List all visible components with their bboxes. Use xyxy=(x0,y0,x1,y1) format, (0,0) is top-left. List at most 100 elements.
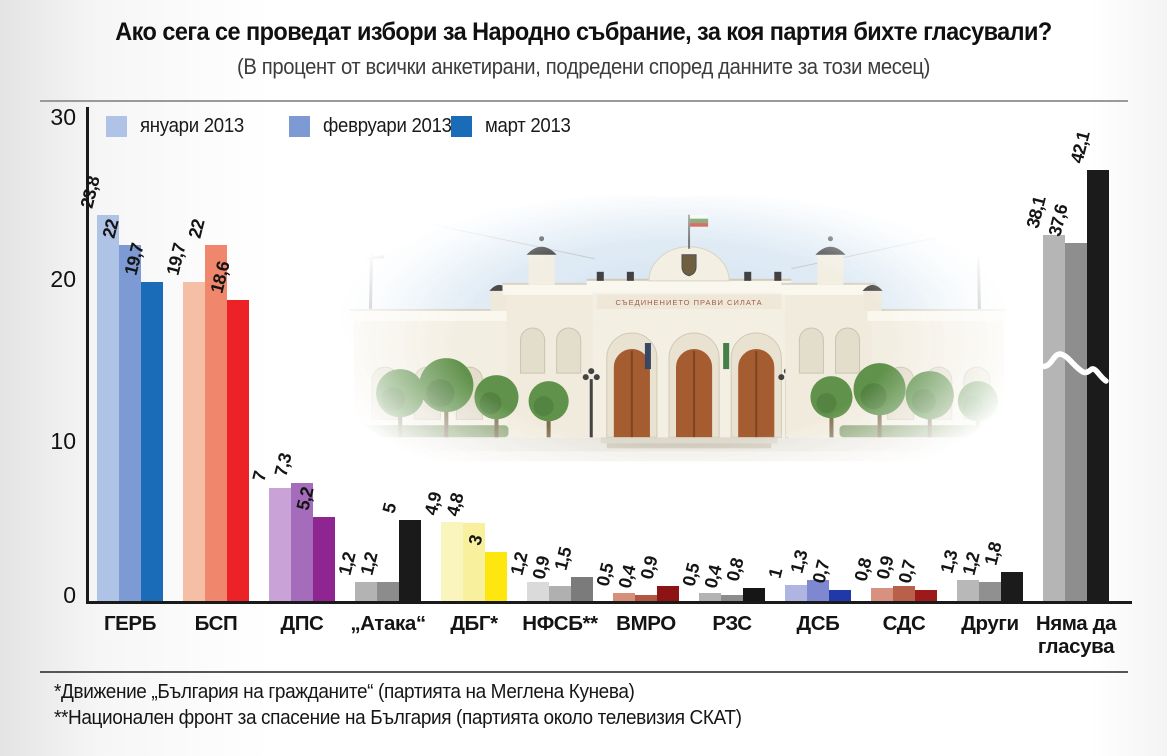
bar-value-label: 23,8 xyxy=(76,174,104,211)
bar-value-label: 4,8 xyxy=(442,491,468,519)
bar-ДСБ-февруари 2013 xyxy=(807,580,829,601)
bar-Други-януари 2013 xyxy=(957,580,979,601)
bar-ДБГ*-януари 2013 xyxy=(441,522,463,601)
bar-value-label: 4,9 xyxy=(420,490,446,518)
y-tick-20: 20 xyxy=(50,266,76,292)
bar-Други-февруари 2013 xyxy=(979,582,1001,601)
bar-value-label: 1,2 xyxy=(958,550,984,578)
central-block: СЪЕДИНЕНИЕТО ПРАВИ СИЛАТА xyxy=(582,214,796,449)
footnote-dbg: *Движение „България на гражданите“ (парт… xyxy=(54,681,635,703)
legend-label: февруари 2013 xyxy=(323,115,452,137)
bar-value-label: 0,8 xyxy=(722,556,748,584)
bar-„Атака“-март 2013 xyxy=(399,520,421,601)
legend-label: март 2013 xyxy=(485,115,571,137)
legend-item-february: февруари 2013 xyxy=(289,115,461,137)
bar-РЗС-февруари 2013 xyxy=(721,595,743,601)
footnote-nfsb: **Национален фронт за спасение на Българ… xyxy=(54,707,742,729)
parliament-building-photo: СЪЕДИНЕНИЕТО ПРАВИ СИЛАТА xyxy=(338,192,1010,478)
bar-ДБГ*-март 2013 xyxy=(485,552,507,601)
bar-value-label: 38,1 xyxy=(1022,194,1050,231)
bar-value-label: 1,5 xyxy=(550,545,576,573)
bar-value-label: 22 xyxy=(98,217,123,241)
bar-value-label: 5 xyxy=(378,501,401,516)
bar-ГЕРБ-януари 2013 xyxy=(97,215,119,601)
bar-value-label: 0,9 xyxy=(528,554,554,582)
bar-value-label: 0,9 xyxy=(636,554,662,582)
bar-value-label: 0,4 xyxy=(614,563,640,591)
bar-ВМРО-януари 2013 xyxy=(613,593,635,601)
footnote-divider xyxy=(40,671,1128,673)
top-divider xyxy=(40,100,1128,102)
category-label-РЗС: РЗС xyxy=(712,612,752,635)
category-label-ГЕРБ: ГЕРБ xyxy=(103,612,157,635)
bar-value-label: 0,4 xyxy=(700,563,726,591)
chart-subtitle: (В процент от всички анкетирани, подреде… xyxy=(236,54,931,79)
bar-value-label: 1,3 xyxy=(786,548,812,576)
scale-break-squiggle xyxy=(1034,351,1109,384)
bar-value-label: 0,7 xyxy=(894,558,920,586)
bar-value-label: 0,7 xyxy=(808,558,834,586)
bar-ДПС-януари 2013 xyxy=(269,488,291,601)
bar-value-label: 42,1 xyxy=(1066,129,1094,166)
category-label-Други: Други xyxy=(961,612,1019,635)
bar-ДПС-февруари 2013 xyxy=(291,483,313,601)
bar-БСП-януари 2013 xyxy=(183,282,205,601)
bar-value-label: 0,8 xyxy=(850,556,876,584)
bar-ВМРО-февруари 2013 xyxy=(635,595,657,601)
bar-НФСБ**-март 2013 xyxy=(571,577,593,601)
bar-РЗС-март 2013 xyxy=(743,588,765,601)
hedge-left xyxy=(358,425,509,438)
bar-СДС-януари 2013 xyxy=(871,588,893,601)
legend-swatch-january xyxy=(106,116,127,137)
category-label-СДС: СДС xyxy=(882,612,926,635)
bar-Няма да гласува-януари 2013 xyxy=(1043,235,1065,601)
right-mid-block xyxy=(781,236,876,438)
legend-swatch-february xyxy=(289,116,310,137)
bar-value-label: 5,2 xyxy=(292,485,318,513)
parliament-building-illustration: СЪЕДИНЕНИЕТО ПРАВИ СИЛАТА xyxy=(341,192,1007,462)
y-tick-30: 30 xyxy=(50,104,76,130)
bar-value-label: 37,6 xyxy=(1044,202,1072,239)
y-tick-0: 0 xyxy=(63,582,76,608)
category-label-ВМРО: ВМРО xyxy=(616,612,676,635)
category-label-ДСБ: ДСБ xyxy=(796,612,840,635)
bar-value-label: 0,9 xyxy=(872,554,898,582)
bar-value-label: 7,3 xyxy=(270,451,296,479)
x-axis-line xyxy=(86,601,1132,604)
category-label-ДПС: ДПС xyxy=(280,612,324,635)
bar-ВМРО-март 2013 xyxy=(657,586,679,601)
bar-ДПС-март 2013 xyxy=(313,517,335,601)
bar-value-label: 19,7 xyxy=(162,241,190,278)
bar-value-label: 1,3 xyxy=(936,548,962,576)
category-label-НФСБ**: НФСБ** xyxy=(522,612,598,635)
bar-value-label: 0,5 xyxy=(592,561,618,589)
bar-СДС-февруари 2013 xyxy=(893,586,915,601)
building-inscription: СЪЕДИНЕНИЕТО ПРАВИ СИЛАТА xyxy=(615,298,762,307)
bar-ДСБ-март 2013 xyxy=(829,590,851,601)
y-axis-line xyxy=(86,107,89,602)
bar-value-label: 22 xyxy=(184,217,209,241)
bar-Няма да гласува-февруари 2013 xyxy=(1065,243,1087,601)
legend-label: януари 2013 xyxy=(140,115,245,137)
bar-ГЕРБ-март 2013 xyxy=(141,282,163,601)
y-tick-10: 10 xyxy=(50,428,76,454)
bar-value-label: 1,8 xyxy=(980,540,1006,568)
bar-value-label: 7 xyxy=(248,469,271,484)
bar-ДСБ-януари 2013 xyxy=(785,585,807,601)
category-label-„Атака“: „Атака“ xyxy=(350,612,426,635)
trees xyxy=(376,358,998,438)
bar-„Атака“-февруари 2013 xyxy=(377,582,399,601)
legend-item-march: март 2013 xyxy=(451,115,577,137)
bar-ГЕРБ-февруари 2013 xyxy=(119,245,141,601)
bar-СДС-март 2013 xyxy=(915,590,937,601)
legend-swatch-march xyxy=(451,116,472,137)
bar-value-label: 1 xyxy=(764,566,787,581)
bar-value-label: 0,5 xyxy=(678,561,704,589)
bar-БСП-март 2013 xyxy=(227,300,249,601)
bar-value-label: 1,2 xyxy=(334,550,360,578)
bar-НФСБ**-януари 2013 xyxy=(527,582,549,601)
bar-value-label: 1,2 xyxy=(506,550,532,578)
category-label-ДБГ*: ДБГ* xyxy=(450,612,498,635)
bar-РЗС-януари 2013 xyxy=(699,593,721,601)
